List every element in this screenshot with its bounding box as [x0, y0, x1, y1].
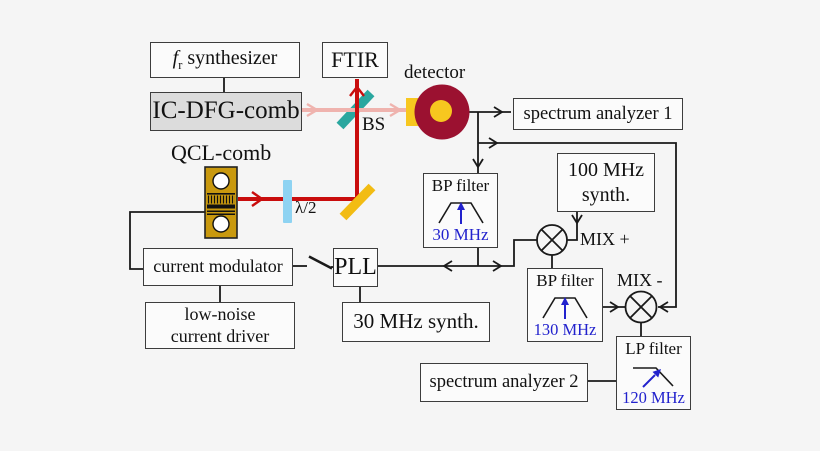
lp-filter-120-freq: 120 MHz	[622, 387, 685, 407]
box-pll: PLL	[333, 248, 378, 287]
bp-filter-30-label: BP filter	[431, 176, 490, 195]
mirror-icon	[339, 183, 376, 221]
lowpass-filter-icon	[632, 366, 674, 388]
spectrum-analyzer-1-label: spectrum analyzer 1	[523, 103, 673, 124]
box-ic-dfg-comb: IC-DFG-comb	[150, 92, 302, 131]
driver-label-line1: low-noise	[184, 303, 256, 324]
wire-qcl-to-curmod	[129, 211, 205, 270]
synth-100mhz-label-line1: 100 MHz	[567, 159, 645, 182]
driver-label-line2: current driver	[170, 325, 270, 346]
synth-100mhz-label-line2: synth.	[581, 183, 631, 206]
wire-bp30-pll-mix-plus	[378, 239, 537, 272]
box-fr-synthesizer: fr synthesizer	[150, 42, 300, 78]
box-bp-filter-30: BP filter 30 MHz	[423, 173, 498, 248]
bp-filter-130-label: BP filter	[536, 271, 594, 290]
detector-label: detector	[404, 62, 466, 83]
wire-detector-to-mix-minus	[478, 137, 677, 313]
mix-plus-label: MIX +	[580, 229, 630, 249]
bp-filter-30-freq: 30 MHz	[432, 225, 489, 245]
box-30mhz-synth: 30 MHz synth.	[342, 302, 490, 342]
switch-icon	[293, 255, 333, 270]
qcl-chip-icon	[204, 166, 238, 239]
box-100mhz-synth: 100 MHz synth.	[557, 153, 655, 212]
box-low-noise-driver: low-noise current driver	[145, 302, 295, 349]
wire-detector-to-sa1	[469, 106, 511, 118]
pll-label: PLL	[334, 253, 377, 280]
ftir-label: FTIR	[331, 46, 379, 72]
box-spectrum-analyzer-2: spectrum analyzer 2	[420, 363, 588, 402]
box-ftir: FTIR	[322, 42, 388, 78]
detector-icon	[406, 84, 470, 140]
lp-filter-120-label: LP filter	[625, 339, 682, 358]
box-spectrum-analyzer-1: spectrum analyzer 1	[513, 98, 683, 130]
spectrum-analyzer-2-label: spectrum analyzer 2	[429, 372, 579, 393]
box-lp-filter-120: LP filter 120 MHz	[616, 336, 691, 410]
bp-filter-130-freq: 130 MHz	[533, 319, 597, 339]
synth-30mhz-label: 30 MHz synth.	[353, 309, 479, 334]
beamsplitter-label: BS	[362, 114, 386, 135]
box-bp-filter-130: BP filter 130 MHz	[527, 268, 603, 342]
wire-bp130-to-mix-minus	[603, 301, 626, 313]
fr-synthesizer-label: fr synthesizer	[172, 47, 278, 73]
mixer-minus-icon	[624, 290, 658, 324]
waveplate-label: λ/2	[295, 198, 317, 217]
mixer-plus-icon	[536, 224, 568, 256]
wire-synth100-to-mix-plus	[567, 212, 583, 241]
bandpass-filter-icon	[437, 202, 484, 224]
half-waveplate-icon	[283, 180, 292, 223]
mix-minus-label: MIX -	[617, 270, 663, 290]
box-current-modulator: current modulator	[143, 248, 293, 286]
current-modulator-label: current modulator	[153, 256, 283, 277]
bandpass-filter-icon	[542, 296, 588, 319]
qcl-comb-label: QCL-comb	[171, 140, 272, 165]
ic-dfg-comb-label: IC-DFG-comb	[152, 97, 300, 125]
